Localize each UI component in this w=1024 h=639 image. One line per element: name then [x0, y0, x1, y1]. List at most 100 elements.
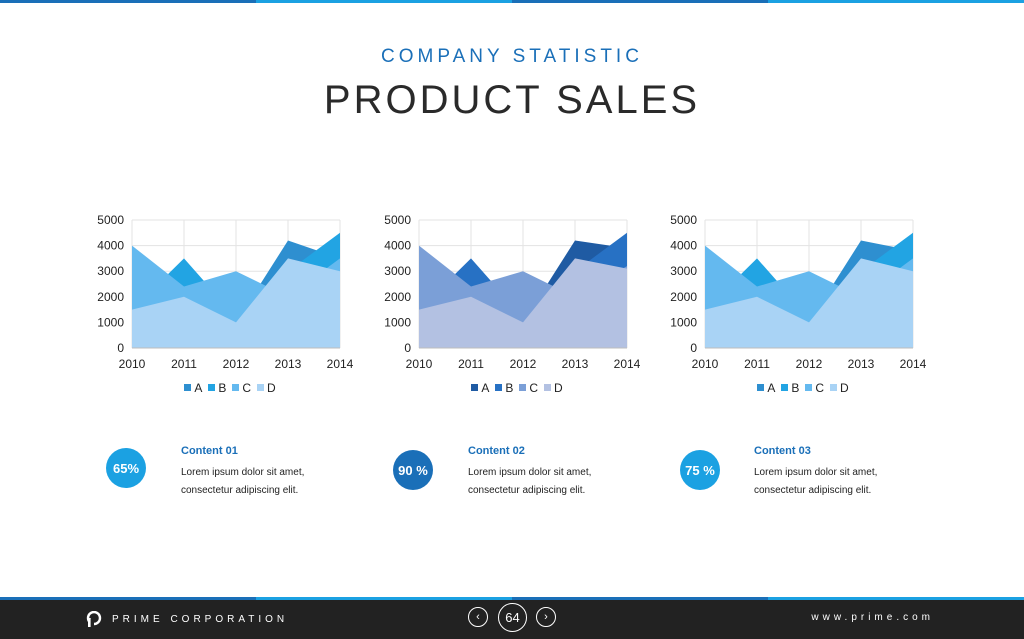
legend-swatch — [257, 384, 265, 392]
description-line: Lorem ipsum dolor sit amet, — [468, 467, 592, 478]
description-line: consectetur adipiscing elit. — [468, 485, 586, 496]
legend-swatch — [544, 384, 552, 392]
legend-swatch — [495, 384, 503, 392]
area-chart-2: 0 1000 2000 3000 4000 5000 2010 2011 2012 2013 201… — [377, 205, 657, 405]
y-tick-label: 3000 — [670, 264, 697, 278]
y-tick-label: 5000 — [384, 213, 411, 227]
legend-swatch — [471, 384, 479, 392]
legend-item: A — [757, 381, 775, 395]
legend-label: D — [840, 381, 849, 395]
legend-item: D — [544, 381, 563, 395]
top-accent-bar — [0, 0, 1024, 3]
top-accent-segment — [256, 0, 512, 3]
footer-accent-segment — [0, 597, 256, 600]
legend-label: D — [554, 381, 563, 395]
y-tick-label: 3000 — [97, 264, 124, 278]
content-description: Lorem ipsum dolor sit amet, consectetur … — [468, 464, 668, 500]
legend-label: C — [815, 381, 825, 395]
footer-bar: PRIME CORPORATION ‹ 64 › www.prime.com — [0, 597, 1024, 639]
chevron-left-icon: ‹ — [476, 611, 480, 623]
legend-swatch — [781, 384, 789, 392]
y-tick-label: 1000 — [97, 315, 124, 329]
legend-item: C — [805, 381, 824, 395]
legend-label: B — [218, 381, 227, 395]
footer-accent-segment — [256, 597, 512, 600]
next-slide-button[interactable]: › — [536, 607, 556, 627]
x-tick-label: 2014 — [327, 357, 354, 371]
content-description: Lorem ipsum dolor sit amet, consectetur … — [754, 464, 954, 500]
x-tick-label: 2010 — [119, 357, 146, 371]
x-tick-label: 2013 — [275, 357, 302, 371]
legend-label: A — [481, 381, 490, 395]
content-title: Content 02 — [468, 445, 525, 457]
x-tick-label: 2011 — [171, 357, 197, 371]
footer-accent-segment — [512, 597, 768, 600]
top-accent-segment — [512, 0, 768, 3]
page-number: 64 — [498, 603, 527, 632]
y-tick-label: 0 — [690, 341, 697, 355]
legend-item: A — [471, 381, 489, 395]
legend-item: C — [519, 381, 538, 395]
legend-swatch — [805, 384, 813, 392]
chart-svg: 0 1000 2000 3000 4000 5000 2010 2011 2012 2013 201… — [384, 213, 641, 371]
legend-label: C — [529, 381, 539, 395]
top-accent-segment — [768, 0, 1024, 3]
area-chart-1: 0 1000 2000 3000 4000 5000 2010 2011 2012 2013 201… — [90, 205, 370, 405]
y-tick-label: 4000 — [384, 239, 411, 253]
y-tick-label: 1000 — [384, 315, 411, 329]
prime-logo-icon — [86, 611, 102, 627]
area-series-d — [132, 258, 340, 348]
legend-swatch — [232, 384, 240, 392]
brand-name: PRIME CORPORATION — [112, 613, 289, 625]
stat-percent-circle: 90 % — [393, 450, 433, 490]
legend-item: B — [781, 381, 799, 395]
chevron-right-icon: › — [544, 611, 548, 623]
legend-swatch — [757, 384, 765, 392]
content-title: Content 03 — [754, 445, 811, 457]
legend-item: D — [257, 381, 276, 395]
chart-legend: A B C D — [377, 381, 657, 395]
x-tick-label: 2012 — [796, 357, 823, 371]
x-tick-label: 2011 — [744, 357, 770, 371]
footer-accent-bar — [0, 597, 1024, 600]
footer-brand: PRIME CORPORATION — [86, 611, 288, 627]
legend-item: B — [495, 381, 513, 395]
y-tick-label: 0 — [117, 341, 124, 355]
legend-swatch — [830, 384, 838, 392]
y-tick-label: 5000 — [670, 213, 697, 227]
content-title: Content 01 — [181, 445, 238, 457]
x-tick-label: 2014 — [614, 357, 641, 371]
y-tick-label: 2000 — [670, 290, 697, 304]
x-tick-label: 2011 — [458, 357, 484, 371]
area-series-d — [705, 258, 913, 348]
x-tick-label: 2012 — [510, 357, 537, 371]
legend-label: A — [767, 381, 776, 395]
x-tick-label: 2012 — [223, 357, 250, 371]
y-tick-label: 1000 — [670, 315, 697, 329]
legend-label: C — [242, 381, 252, 395]
x-tick-label: 2013 — [848, 357, 875, 371]
legend-label: B — [505, 381, 514, 395]
description-line: Lorem ipsum dolor sit amet, — [754, 467, 878, 478]
prev-slide-button[interactable]: ‹ — [468, 607, 488, 627]
chart-legend: A B C D — [90, 381, 370, 395]
website-link[interactable]: www.prime.com — [811, 612, 934, 623]
x-tick-label: 2010 — [406, 357, 433, 371]
description-line: consectetur adipiscing elit. — [754, 485, 872, 496]
legend-swatch — [208, 384, 216, 392]
y-tick-label: 2000 — [384, 290, 411, 304]
y-tick-label: 0 — [404, 341, 411, 355]
stat-percent-circle: 65% — [106, 448, 146, 488]
legend-item: B — [208, 381, 226, 395]
area-chart-3: 0 1000 2000 3000 4000 5000 2010 2011 2012 2013 201… — [663, 205, 943, 405]
y-tick-label: 4000 — [97, 239, 124, 253]
legend-swatch — [184, 384, 192, 392]
slide-eyebrow: COMPANY STATISTIC — [381, 46, 643, 67]
legend-item: A — [184, 381, 202, 395]
y-tick-label: 5000 — [97, 213, 124, 227]
x-tick-label: 2010 — [692, 357, 719, 371]
x-tick-label: 2014 — [900, 357, 927, 371]
y-tick-label: 4000 — [670, 239, 697, 253]
legend-swatch — [519, 384, 527, 392]
legend-label: B — [791, 381, 800, 395]
